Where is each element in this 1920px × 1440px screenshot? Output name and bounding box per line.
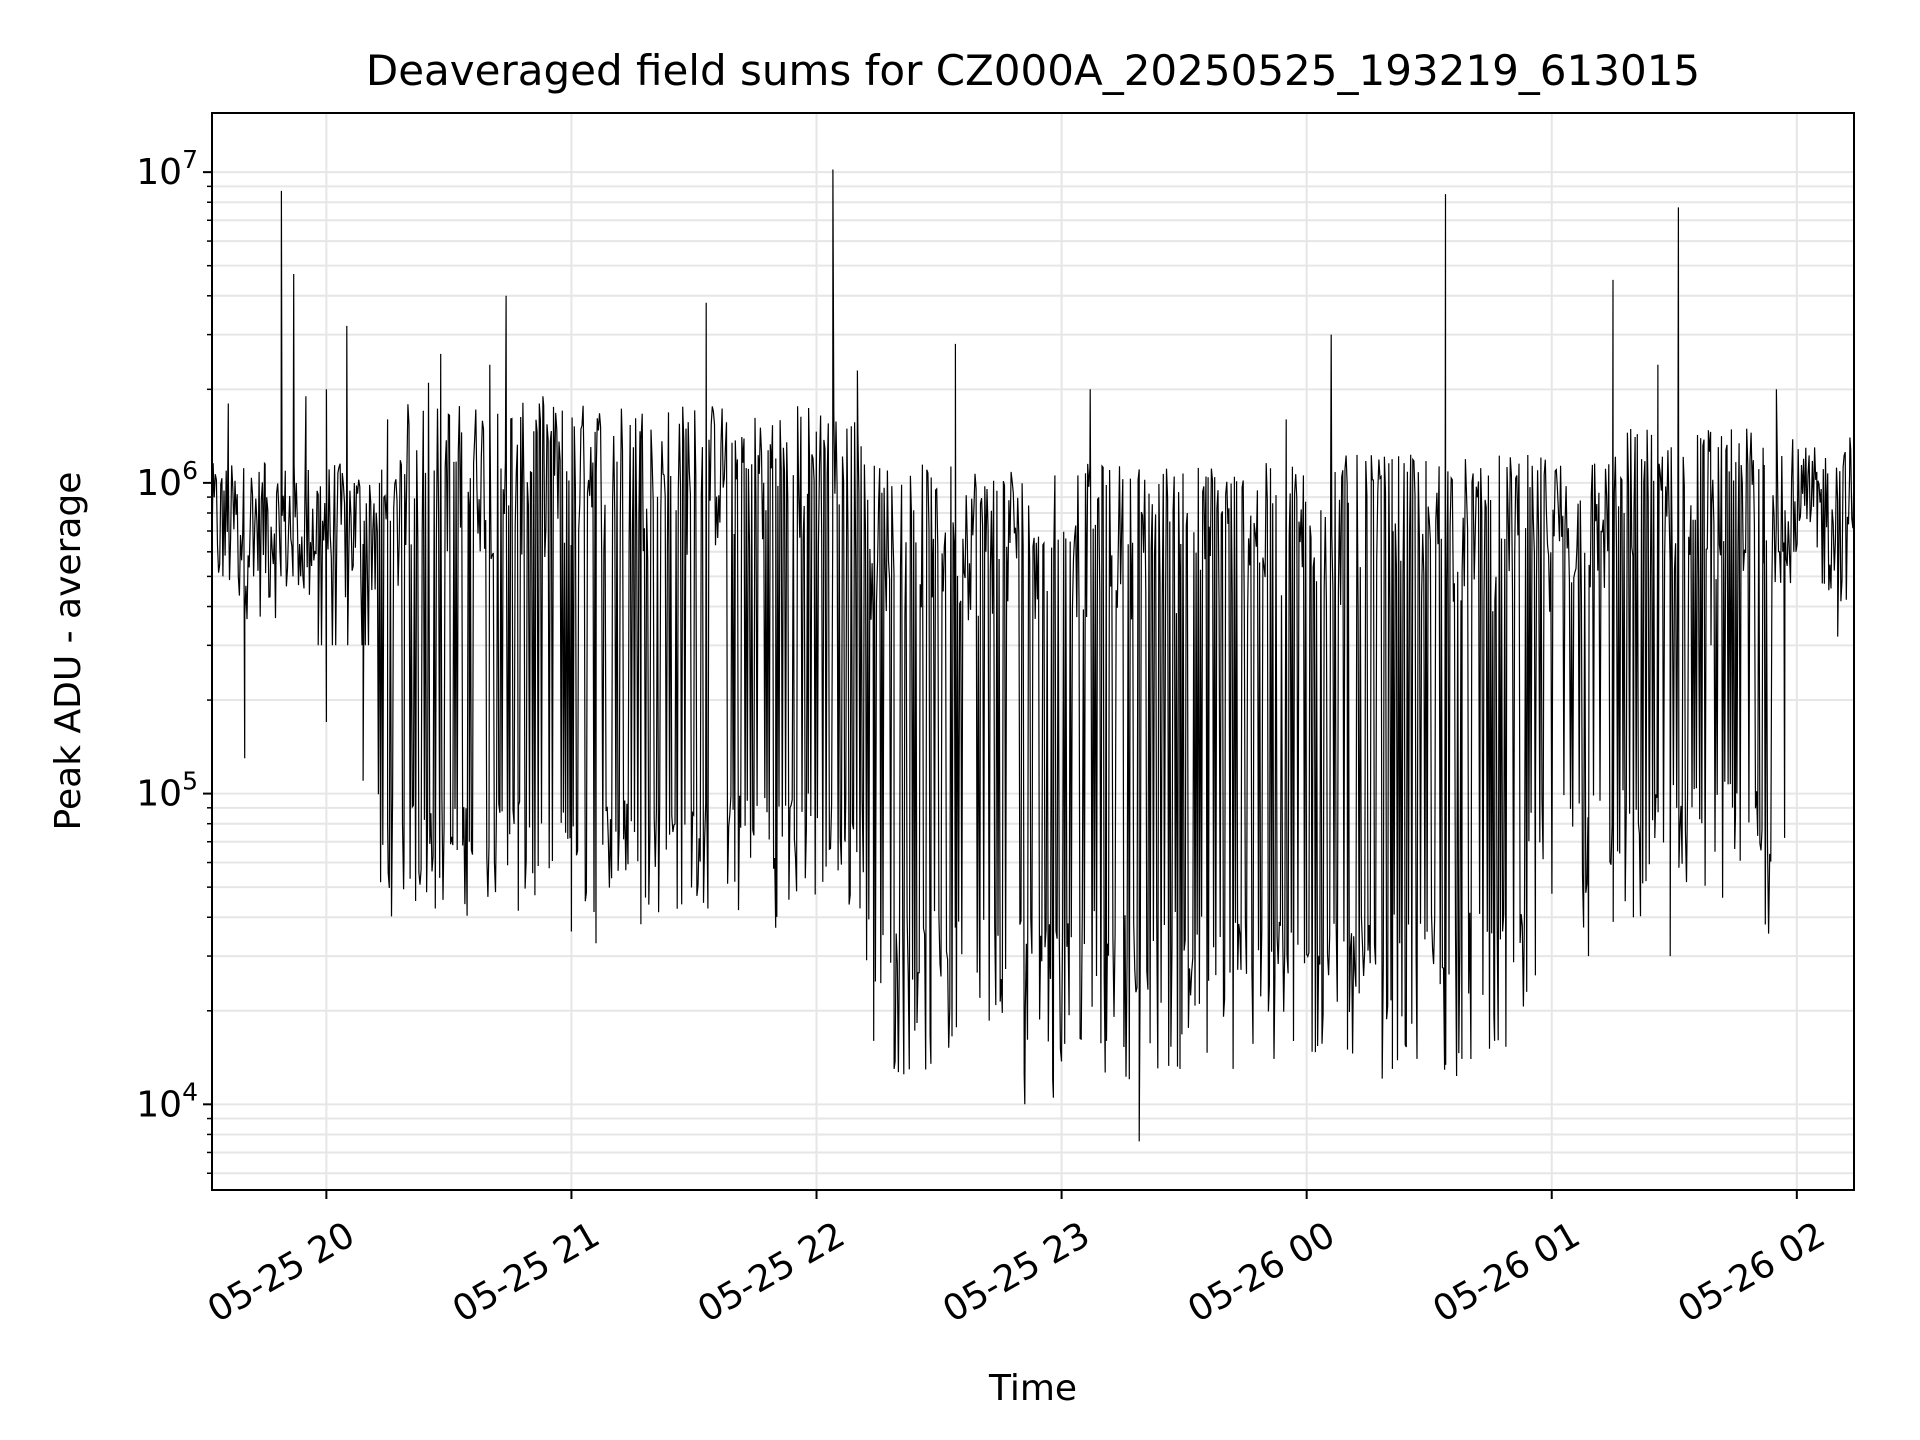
chart-title: Deaveraged field sums for CZ000A_2025052… bbox=[366, 46, 1700, 95]
series-group bbox=[211, 169, 1855, 1142]
x-axis-label: Time bbox=[988, 1368, 1077, 1409]
y-axis-label: Peak ADU - average bbox=[48, 472, 89, 831]
series-line bbox=[211, 169, 1855, 1142]
plot-frame bbox=[211, 112, 1855, 1191]
